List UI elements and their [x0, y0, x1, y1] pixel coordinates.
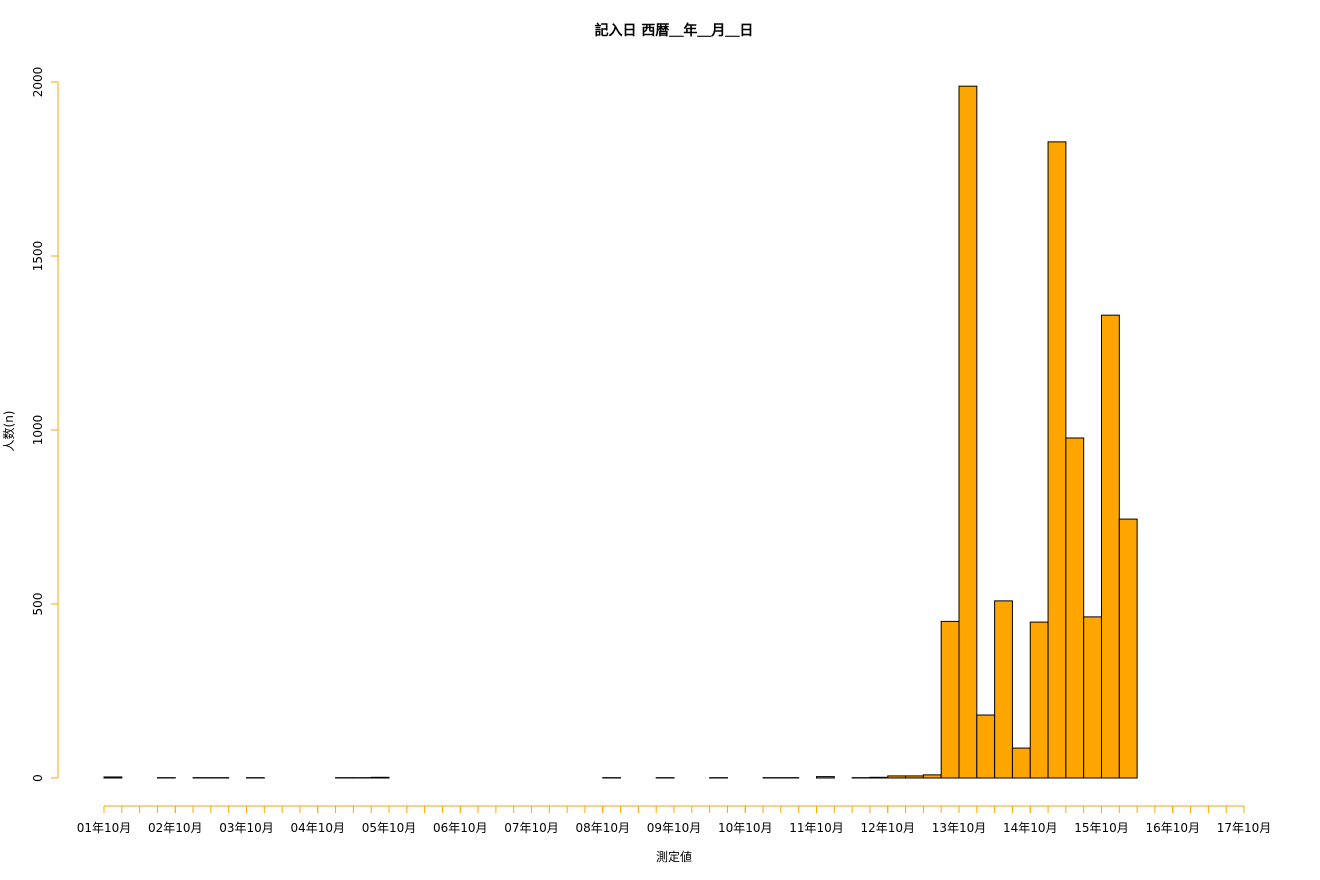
x-tick-label: 16年10月	[1145, 821, 1200, 835]
bar	[940, 620, 960, 779]
y-axis-label: 人数(n)	[1, 411, 16, 452]
x-tick-label: 13年10月	[932, 821, 987, 835]
bar	[103, 776, 123, 779]
x-tick-label: 05年10月	[362, 821, 417, 835]
bar	[1065, 437, 1085, 779]
bar	[370, 776, 390, 779]
bar	[1029, 621, 1049, 779]
bar	[869, 776, 889, 779]
x-tick-label: 12年10月	[860, 821, 915, 835]
bar	[1118, 518, 1138, 779]
bar	[1011, 747, 1031, 779]
x-tick-label: 06年10月	[433, 821, 488, 835]
bar	[994, 600, 1013, 779]
bar	[922, 774, 942, 779]
x-tick-label: 10年10月	[718, 821, 773, 835]
bar	[816, 776, 835, 779]
x-tick-label: 17年10月	[1217, 821, 1272, 835]
x-tick-label: 02年10月	[148, 821, 203, 835]
bar	[1083, 616, 1102, 779]
x-tick-label: 11年10月	[789, 821, 844, 835]
bar	[958, 85, 978, 779]
bar	[887, 775, 907, 779]
y-tick-label: 500	[31, 593, 45, 616]
x-tick-label: 01年10月	[77, 821, 132, 835]
x-tick-label: 07年10月	[504, 821, 559, 835]
x-tick-label: 08年10月	[575, 821, 630, 835]
chart-title: 記入日 西暦＿年＿月＿日	[595, 22, 754, 39]
bar	[1101, 314, 1120, 779]
x-axis-label: 測定値	[656, 849, 692, 864]
x-tick-label: 03年10月	[219, 821, 274, 835]
x-tick-label: 09年10月	[647, 821, 702, 835]
x-tick-label: 15年10月	[1074, 821, 1129, 835]
bar	[976, 714, 996, 779]
bar	[1047, 141, 1067, 779]
y-tick-label: 2000	[31, 67, 45, 98]
x-tick-label: 14年10月	[1003, 821, 1058, 835]
y-tick-label: 1000	[31, 415, 45, 446]
y-tick-label: 0	[31, 774, 45, 782]
bar	[905, 775, 924, 779]
y-tick-label: 1500	[31, 241, 45, 272]
x-tick-label: 04年10月	[290, 821, 345, 835]
